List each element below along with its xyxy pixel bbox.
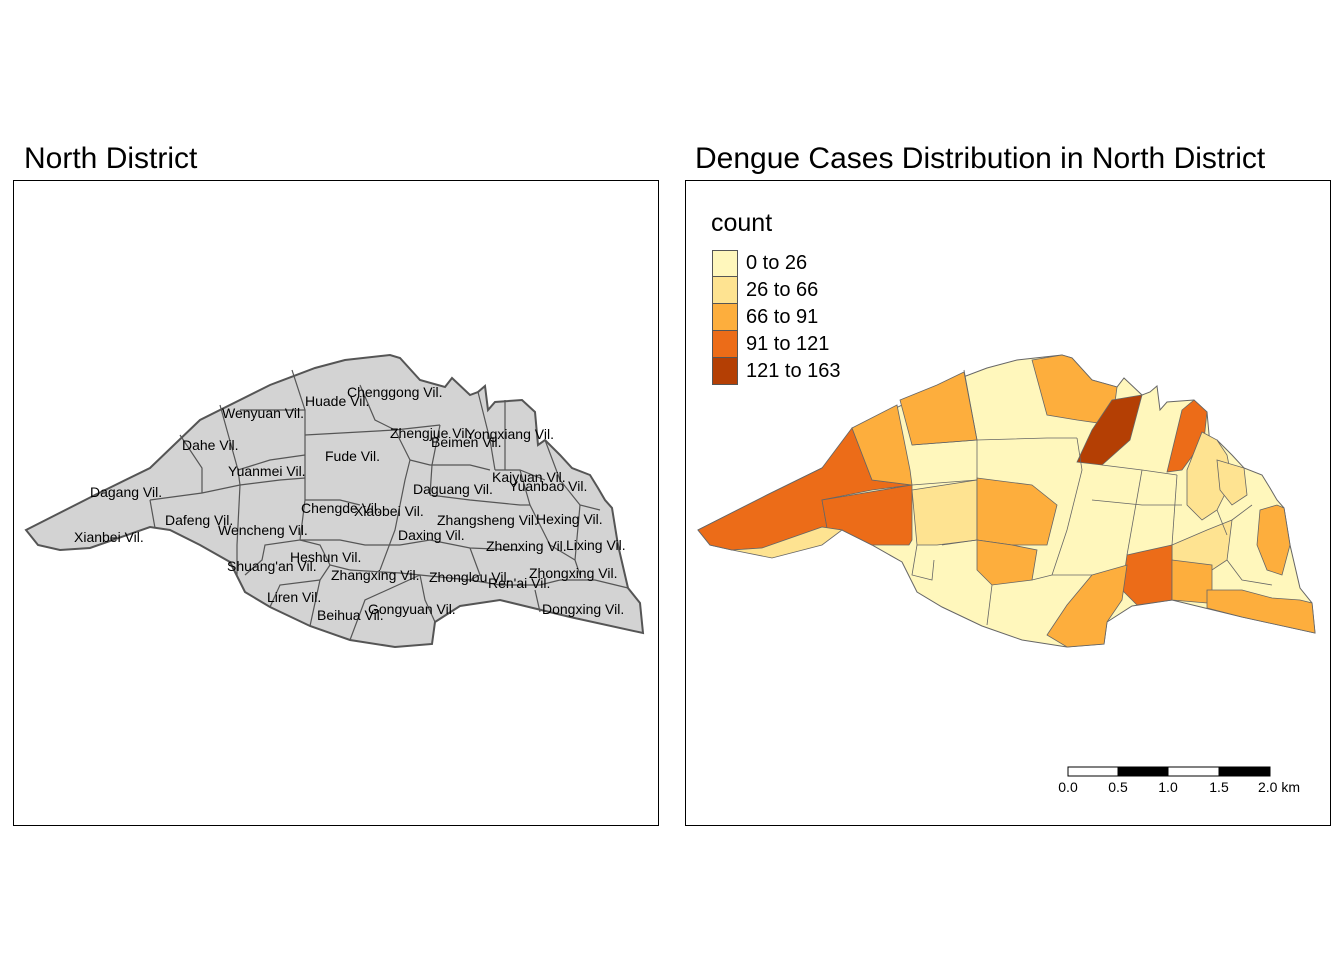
- scale-segment: [1067, 766, 1119, 777]
- scale-segment: [1167, 766, 1220, 777]
- village-label: Zhangxing Vil.: [331, 567, 419, 583]
- village-label: Dafeng Vil.: [165, 512, 233, 528]
- village-label: Yuanmei Vil.: [228, 463, 306, 479]
- village-label: Dongxing Vil.: [542, 601, 624, 617]
- village-label: Zhangsheng Vil.: [437, 512, 538, 528]
- legend-swatch: [712, 304, 738, 331]
- region-renai: [1171, 559, 1213, 604]
- left-map-title: North District: [24, 142, 198, 175]
- legend-swatch: [712, 331, 738, 358]
- village-label: Liren Vil.: [267, 589, 321, 605]
- village-label: Xiaobei Vil.: [354, 503, 424, 519]
- village-label: Zhengjue Vil.: [390, 425, 471, 441]
- village-label: Daguang Vil.: [413, 481, 493, 497]
- legend-label: 66 to 91: [746, 306, 819, 328]
- village-label: Beihua Vil.: [317, 607, 384, 623]
- village-label: Fude Vil.: [325, 448, 380, 464]
- region-lixing: [1256, 504, 1291, 576]
- village-label: Zhenxing Vil.: [486, 538, 567, 554]
- legend-item: 66 to 91: [712, 304, 841, 331]
- village-label: Huade Vil.: [305, 393, 369, 409]
- scale-tick-label: 1.0: [1158, 779, 1178, 795]
- village-label: Chenggong Vil.: [347, 384, 442, 400]
- legend: 0 to 26 26 to 66 66 to 91 91 to 121 121 …: [712, 250, 841, 385]
- village-label: Kaiyuan Vil.: [492, 469, 566, 485]
- village-label: Hexing Vil.: [536, 511, 603, 527]
- region-gongyuan: [1046, 564, 1128, 648]
- village-label: Shuang'an Vil.: [227, 558, 317, 574]
- legend-item: 121 to 163: [712, 358, 841, 385]
- legend-swatch: [712, 250, 738, 277]
- village-label: Lixing Vil.: [566, 537, 626, 553]
- right-map-title: Dengue Cases Distribution in North Distr…: [695, 142, 1266, 175]
- legend-swatch: [712, 277, 738, 304]
- village-label: Zhonglou Vil.: [429, 569, 510, 585]
- region-wenyuan: [899, 371, 978, 446]
- village-label: Wenyuan Vil.: [222, 405, 304, 421]
- village-label: Chengde Vil.: [301, 500, 381, 516]
- region-southwest: [731, 526, 844, 559]
- village-label: Xianbei Vil.: [74, 529, 144, 545]
- scale-tick-label: 0.0: [1058, 779, 1078, 795]
- scale-tick-label: 1.5: [1209, 779, 1229, 795]
- left-map: Chenggong Vil. Huade Vil. Wenyuan Vil. Z…: [25, 354, 644, 648]
- legend-label: 91 to 121: [746, 333, 830, 355]
- legend-label: 26 to 66: [746, 279, 819, 301]
- legend-title: count: [711, 209, 773, 237]
- village-label: Yongxiang Vil.: [466, 426, 554, 442]
- village-boundaries: [149, 369, 629, 641]
- village-label: Gongyuan Vil.: [368, 601, 456, 617]
- scale-segment: [1117, 766, 1169, 777]
- region-dahe: [851, 404, 913, 486]
- legend-label: 121 to 163: [746, 360, 841, 382]
- village-label: Zhongxing Vil.: [529, 565, 617, 581]
- legend-item: 26 to 66: [712, 277, 841, 304]
- right-map: [697, 354, 1316, 648]
- village-label: Daxing Vil.: [398, 527, 465, 543]
- village-label: Dagang Vil.: [90, 484, 162, 500]
- legend-item: 91 to 121: [712, 331, 841, 358]
- legend-item: 0 to 26: [712, 250, 841, 277]
- right-map-frame: [685, 180, 1331, 826]
- region-yuanmei: [911, 479, 978, 546]
- legend-label: 0 to 26: [746, 252, 808, 274]
- village-label: Beimen Vil.: [431, 434, 502, 450]
- village-label: Wencheng Vil.: [218, 522, 308, 538]
- region-yuanbao: [1216, 459, 1248, 506]
- scale-tick-label: 2.0 km: [1258, 779, 1300, 795]
- left-map-frame: [13, 180, 659, 826]
- scale-bar: 0.0 0.5 1.0 1.5 2.0 km: [1058, 766, 1300, 795]
- scale-segment: [1218, 766, 1271, 777]
- region-dongxing: [1206, 589, 1316, 634]
- village-label: Heshun Vil.: [290, 549, 361, 565]
- village-label: Yuanbao Vil.: [509, 478, 587, 494]
- village-label: Dahe Vil.: [182, 437, 239, 453]
- scale-tick-label: 0.5: [1108, 779, 1128, 795]
- village-labels: Chenggong Vil. Huade Vil. Wenyuan Vil. Z…: [74, 384, 626, 623]
- region-chenggong: [1031, 354, 1118, 426]
- village-label: Ren'ai Vil.: [488, 575, 550, 591]
- legend-swatch: [712, 358, 738, 385]
